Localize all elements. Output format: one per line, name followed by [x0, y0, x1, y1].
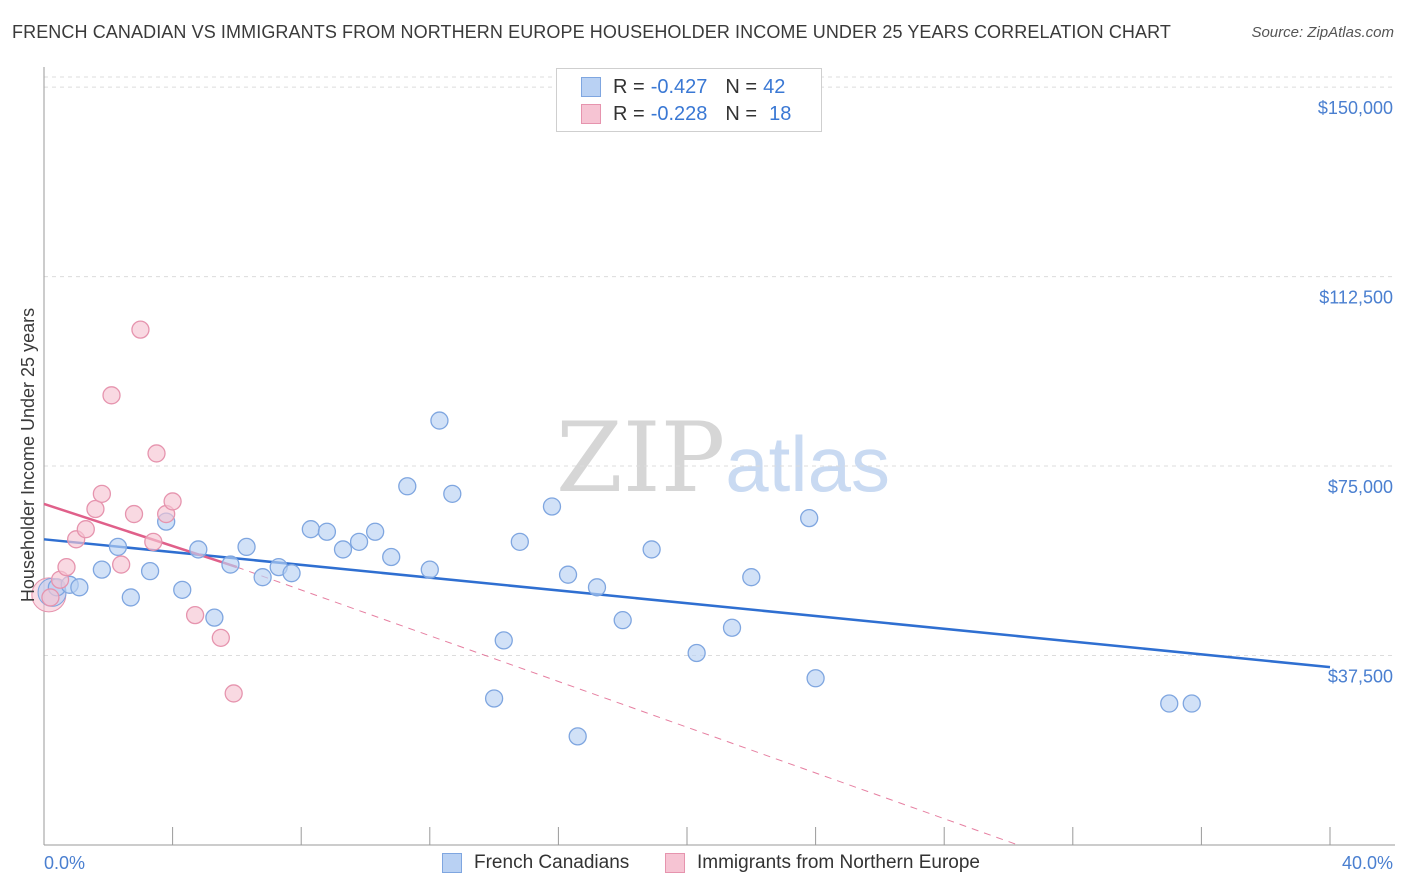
point-french-canadians: [722, 618, 742, 637]
point-immigrants: [163, 492, 182, 511]
legend-r-label: R =: [613, 75, 645, 98]
blue-swatch-icon: [581, 77, 601, 97]
point-french-canadians: [420, 560, 439, 579]
axes: [43, 67, 1395, 846]
trendline-immigrants-extrapolated: [236, 566, 1019, 846]
point-french-canadians: [642, 540, 661, 559]
point-french-canadians: [189, 540, 208, 559]
point-immigrants: [92, 484, 112, 503]
point-french-canadians: [237, 537, 256, 557]
trendline-french-canadians: [43, 538, 1331, 669]
legend-n-label: N =: [725, 75, 758, 98]
pink-swatch-icon: [665, 853, 685, 873]
point-immigrants: [185, 605, 205, 625]
point-french-canadians: [806, 669, 825, 688]
point-french-canadians: [398, 477, 417, 496]
y-axis-label: Householder Income Under 25 years: [18, 308, 38, 602]
point-french-canadians: [140, 561, 160, 581]
point-french-canadians: [205, 608, 224, 627]
trendlines: [43, 502, 1331, 846]
point-immigrants: [102, 386, 121, 405]
point-immigrants: [57, 557, 76, 577]
y-tick-labels: $37,500 $75,000 $112,500 $150,000: [1318, 98, 1393, 686]
point-immigrants: [131, 320, 150, 339]
legend-row-immigrants: R = -0.228 N = 18: [581, 102, 791, 126]
point-french-canadians: [494, 631, 513, 650]
watermark-atlas: atlas: [725, 420, 890, 508]
y-tick-label: $112,500: [1319, 288, 1393, 308]
point-french-canadians: [317, 522, 337, 541]
source-label: Source: ZipAtlas.com: [1251, 24, 1394, 41]
point-french-canadians: [333, 540, 353, 559]
legend-r-value: -0.228: [650, 102, 708, 125]
point-french-canadians: [121, 588, 140, 607]
point-french-canadians: [253, 568, 272, 587]
point-french-canadians: [484, 689, 504, 708]
legend-n-value: 18: [769, 102, 792, 125]
point-french-canadians: [1160, 694, 1179, 713]
point-french-canadians: [382, 547, 401, 567]
point-french-canadians: [558, 565, 578, 584]
point-immigrants: [224, 684, 243, 703]
y-tick-label: $75,000: [1328, 477, 1393, 497]
point-french-canadians: [542, 497, 562, 516]
legend-row-french-canadians: R = -0.427 N = 42: [581, 75, 785, 99]
data-points: [31, 320, 1201, 746]
point-french-canadians: [92, 560, 112, 579]
point-immigrants: [112, 555, 131, 574]
y-tick-label: $150,000: [1318, 98, 1393, 118]
legend-r-label: R =: [613, 102, 645, 125]
point-french-canadians: [587, 578, 607, 597]
point-immigrants: [41, 588, 60, 607]
point-french-canadians: [70, 578, 89, 597]
correlation-legend: R = -0.427 N = 42 R = -0.228 N = 18: [556, 68, 822, 132]
point-immigrants: [124, 504, 144, 524]
point-immigrants: [86, 499, 105, 519]
y-tick-label: $37,500: [1328, 667, 1393, 687]
x-tick-label-max: 40.0%: [1342, 853, 1393, 873]
legend-r-value: -0.427: [650, 75, 708, 98]
point-french-canadians: [430, 411, 449, 430]
bottom-legend-french-canadians: French Canadians: [442, 852, 629, 874]
point-french-canadians: [173, 580, 192, 599]
x-tick-label-min: 0.0%: [44, 853, 85, 873]
point-immigrants: [144, 532, 163, 551]
point-french-canadians: [301, 520, 320, 539]
point-french-canadians: [365, 522, 385, 541]
point-french-canadians: [221, 555, 240, 574]
watermark-zip: ZIP: [556, 402, 726, 514]
bottom-legend-label: Immigrants from Northern Europe: [697, 852, 980, 873]
grid: [44, 76, 1395, 657]
point-immigrants: [76, 520, 95, 539]
bottom-legend-label: French Canadians: [474, 852, 630, 873]
point-french-canadians: [282, 564, 301, 583]
trendline-immigrants: [43, 502, 238, 569]
point-french-canadians: [349, 532, 369, 551]
legend-n-label: N =: [725, 102, 758, 125]
point-immigrants: [211, 628, 230, 647]
point-french-canadians: [443, 484, 462, 503]
point-immigrants: [147, 444, 166, 463]
pink-swatch-icon: [581, 104, 601, 124]
bottom-legend-immigrants: Immigrants from Northern Europe: [665, 852, 980, 874]
legend-n-value: 42: [763, 75, 786, 98]
point-french-canadians: [687, 643, 706, 663]
point-french-canadians: [613, 611, 632, 630]
point-french-canadians: [800, 508, 819, 528]
blue-swatch-icon: [442, 853, 462, 873]
point-french-canadians: [510, 532, 529, 551]
point-french-canadians: [108, 537, 128, 557]
point-french-canadians: [1182, 694, 1201, 713]
chart-title: FRENCH CANADIAN VS IMMIGRANTS FROM NORTH…: [12, 22, 1172, 42]
point-french-canadians: [742, 568, 761, 587]
point-french-canadians: [568, 727, 587, 746]
watermark: ZIPatlas: [556, 402, 890, 514]
